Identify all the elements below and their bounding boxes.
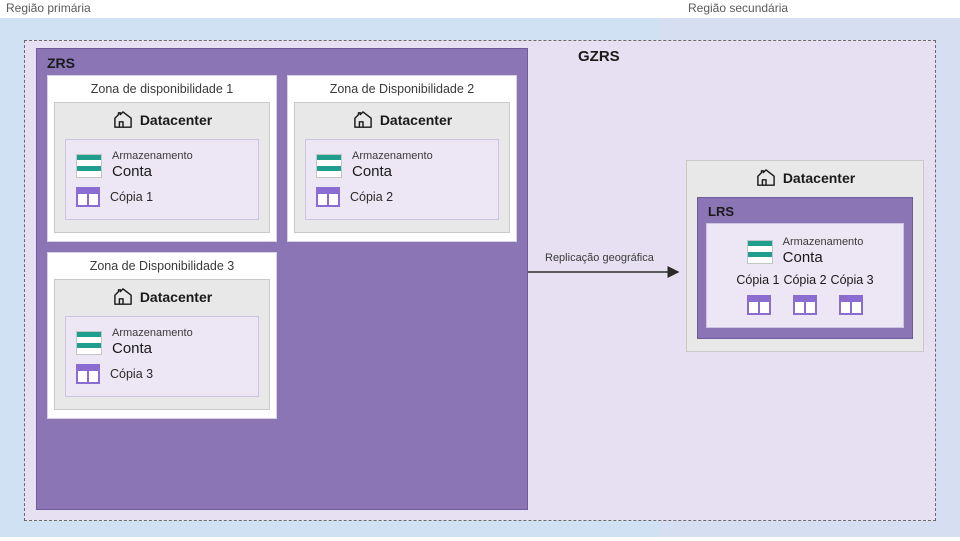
availability-zone: Zona de disponibilidade 1 Datacenter [47,75,277,242]
copy-icon [316,187,340,207]
secondary-copies-icons [717,295,893,315]
lrs-label: LRS [706,202,904,223]
zones-grid: Zona de disponibilidade 1 Datacenter [37,75,527,429]
storage-icon [76,331,102,355]
copy-label: Cópia 2 [350,190,393,204]
primary-region-label: Região primária [6,1,91,15]
lrs-account-box: Armazenamento Conta Cópia 1 Cópia 2 Cópi… [706,223,904,328]
copy-icon [839,295,863,315]
datacenter-label: Datacenter [140,289,212,305]
storage-label: Armazenamento [352,150,433,163]
secondary-region-label: Região secundária [688,1,788,15]
geo-replication-arrow [528,264,686,280]
gzrs-label: GZRS [578,48,620,65]
copy-label: Cópia 1 [736,273,779,287]
datacenter-icon [112,111,134,129]
diagram-canvas: Região primária Região secundária GZRS Z… [0,0,960,541]
datacenter-box: Datacenter LRS Armazenamento Conta [686,160,924,352]
datacenter-box: Datacenter Armazenamento Conta [54,279,270,410]
storage-account-box: Armazenamento Conta Cópia 1 [65,139,259,220]
storage-icon [316,154,342,178]
storage-label: Armazenamento [112,327,193,340]
geo-replication-label: Replicação geográfica [545,252,654,264]
copy-label: Cópia 3 [831,273,874,287]
account-label: Conta [783,249,864,267]
availability-zone: Zona de Disponibilidade 3 Datacenter [47,252,277,419]
copy-icon [793,295,817,315]
zone-title: Zona de Disponibilidade 2 [294,80,510,102]
datacenter-label: Datacenter [140,112,212,128]
datacenter-icon [352,111,374,129]
datacenter-box: Datacenter Armazenamento Conta [54,102,270,233]
secondary-datacenter: Datacenter LRS Armazenamento Conta [686,160,924,352]
availability-zone: Zona de Disponibilidade 2 Datacenter [287,75,517,242]
secondary-copies-labels: Cópia 1 Cópia 2 Cópia 3 [717,273,893,287]
copy-icon [747,295,771,315]
storage-account-box: Armazenamento Conta Cópia 3 [65,316,259,397]
storage-icon [747,240,773,264]
storage-account-box: Armazenamento Conta Cópia 2 [305,139,499,220]
lrs-container: LRS Armazenamento Conta Cópia 1 Cópia 2 [697,197,913,339]
zone-title: Zona de disponibilidade 1 [54,80,270,102]
datacenter-box: Datacenter Armazenamento Conta [294,102,510,233]
datacenter-label: Datacenter [380,112,452,128]
copy-label: Cópia 2 [783,273,826,287]
zone-title: Zona de Disponibilidade 3 [54,257,270,279]
storage-icon [76,154,102,178]
account-label: Conta [112,340,193,358]
zrs-container: ZRS Zona de disponibilidade 1 Datacenter [36,48,528,510]
storage-label: Armazenamento [112,150,193,163]
storage-label: Armazenamento [783,236,864,249]
datacenter-icon [755,169,777,187]
account-label: Conta [352,163,433,181]
copy-icon [76,364,100,384]
datacenter-icon [112,288,134,306]
copy-label: Cópia 3 [110,367,153,381]
copy-icon [76,187,100,207]
datacenter-label: Datacenter [783,170,855,186]
zrs-label: ZRS [37,49,527,75]
copy-label: Cópia 1 [110,190,153,204]
account-label: Conta [112,163,193,181]
